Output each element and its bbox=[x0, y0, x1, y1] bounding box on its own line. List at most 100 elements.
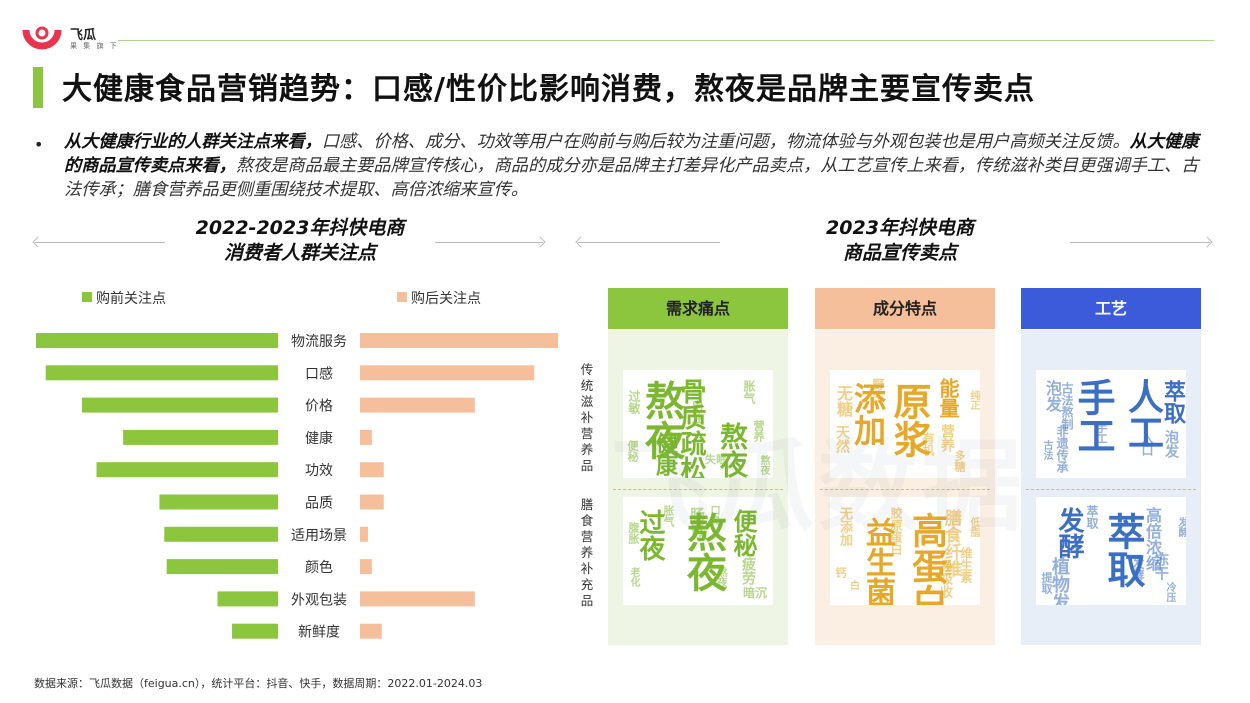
header-divider bbox=[118, 40, 1214, 41]
legend-swatch-pre bbox=[82, 292, 92, 302]
category-label-8: 颜色 bbox=[305, 559, 333, 576]
right-title-line-1: 2023年抖快电商 bbox=[826, 217, 974, 239]
bar-post-3 bbox=[360, 397, 475, 413]
word-cloud-term: 萃取 bbox=[1160, 380, 1185, 424]
category-label-3: 价格 bbox=[305, 399, 333, 415]
word-cloud-term: 纯正 bbox=[968, 390, 979, 410]
bar-post-5 bbox=[360, 462, 384, 478]
bar-pre-2 bbox=[45, 365, 279, 381]
right-arrow-line bbox=[435, 242, 543, 243]
word-cloud-term: 肠胃 bbox=[688, 507, 706, 537]
word-cloud-term: 健康 bbox=[652, 432, 677, 476]
row-divider bbox=[1026, 489, 1196, 490]
word-cloud-term: 熬夜 bbox=[715, 567, 726, 587]
word-cloud-term: 营养 bbox=[939, 424, 955, 452]
bar-pre-3 bbox=[81, 397, 278, 413]
category-label-5: 功效 bbox=[305, 463, 333, 479]
row-label-dietary: 膳食营养补充品 bbox=[580, 497, 594, 608]
word-cloud-term: 过夜 bbox=[635, 509, 665, 561]
word-cloud-term: 骨质疏松 bbox=[676, 378, 706, 478]
right-section-left-arrow bbox=[578, 242, 720, 243]
word-cloud-4: 熬夜 过夜 便秘 肠胃 疲劳 暗沉 腹胀 胀气 口臭 老化 熬夜 bbox=[623, 497, 773, 605]
category-label-1: 物流服务 bbox=[291, 334, 347, 350]
bar-pre-4 bbox=[123, 429, 279, 445]
bullet-icon: • bbox=[34, 135, 44, 154]
bar-post-8 bbox=[360, 559, 372, 575]
summary-text-2: 熬夜是商品最主要品牌宣传核心，商品的成分亦是品牌主打差异化产品卖点，从工艺宣传上… bbox=[64, 156, 1199, 200]
word-cloud-term: 泡发 bbox=[1043, 380, 1062, 412]
bar-post-2 bbox=[360, 365, 535, 381]
bar-post-10 bbox=[360, 623, 382, 639]
word-cloud-term: 疲劳 bbox=[740, 557, 756, 585]
word-cloud-term: 手工 bbox=[1071, 378, 1115, 454]
right-section-title: 2023年抖快电商 商品宣传卖点 bbox=[760, 216, 1040, 266]
word-cloud-term: 发酵 bbox=[1054, 507, 1084, 559]
word-cloud-5: 高蛋白 益生菌 膳食纤维 无添加 易吸收 胶原蛋白 维生素钙 低脂白 bbox=[830, 497, 980, 605]
left-title-line-2: 消费者人群关注点 bbox=[223, 242, 376, 264]
word-cloud-term: 多糖 bbox=[953, 450, 966, 472]
word-cloud-term: 添加 bbox=[849, 382, 887, 446]
category-label-2: 口感 bbox=[305, 365, 333, 382]
row-label-traditional: 传统滋补营养品 bbox=[580, 362, 594, 473]
word-cloud-term: 营养 bbox=[752, 420, 765, 442]
word-cloud-term: 发酵 bbox=[1131, 557, 1145, 581]
category-label-4: 健康 bbox=[305, 430, 333, 447]
word-cloud-term: 熬夜 bbox=[680, 512, 726, 592]
word-cloud-term: 便秘 bbox=[729, 509, 757, 557]
brand-tagline: 果 集 旗 下 bbox=[70, 42, 119, 50]
word-cloud-term: 老化 bbox=[628, 567, 639, 587]
word-cloud-term: 胶原蛋白 bbox=[889, 507, 903, 555]
category-label-9: 外观包装 bbox=[291, 592, 347, 608]
word-cloud-term: 萃取 bbox=[1085, 505, 1099, 529]
bar-post-9 bbox=[360, 591, 475, 607]
word-cloud-term: 高蛋白 bbox=[906, 512, 947, 605]
row-divider bbox=[820, 489, 990, 490]
bar-pre-6 bbox=[159, 494, 278, 510]
brand-name: 飞瓜 bbox=[70, 28, 97, 43]
word-cloud-term: 熬夜 bbox=[758, 455, 769, 475]
word-cloud-term: 天然 bbox=[834, 425, 850, 453]
watermark: 飞瓜数据 bbox=[610, 428, 1026, 545]
left-arrow-line bbox=[35, 242, 165, 243]
column-header-1: 需求痛点 bbox=[608, 288, 788, 329]
word-cloud-term: 高倍浓缩 bbox=[1143, 507, 1162, 571]
word-cloud-term: 熬夜 bbox=[638, 380, 684, 460]
bar-pre-7 bbox=[164, 526, 278, 542]
word-cloud-term: 植物发酵 bbox=[1049, 557, 1070, 605]
left-title-line-1: 2022-2023年抖快电商 bbox=[195, 217, 405, 239]
word-cloud-term: 过敏 bbox=[627, 390, 641, 414]
word-cloud-term: 手工 bbox=[1095, 422, 1108, 444]
word-cloud-term: 萃取 bbox=[1101, 512, 1145, 588]
category-label-7: 适用场景 bbox=[291, 528, 347, 544]
word-cloud-term: 入口 bbox=[1140, 432, 1154, 456]
legend-label-pre: 购前关注点 bbox=[96, 291, 166, 307]
bar-pre-9 bbox=[217, 591, 278, 607]
word-cloud-term: 胀气 bbox=[742, 380, 756, 404]
word-cloud-term: 失眠 bbox=[705, 453, 727, 466]
category-label-6: 品质 bbox=[305, 496, 333, 512]
bar-post-1 bbox=[360, 333, 558, 348]
summary-paragraph: 从大健康行业的人群关注点来看，口感、价格、成分、功效等用户在购前与购后较为注重问… bbox=[64, 130, 1204, 202]
word-cloud-term: 口臭 bbox=[708, 505, 719, 525]
bar-post-7 bbox=[360, 526, 368, 542]
word-cloud-term: 野生 bbox=[871, 378, 885, 402]
word-cloud-term: 益生菌 bbox=[860, 517, 895, 605]
word-cloud-term: 易吸收 bbox=[937, 559, 952, 598]
word-cloud-term: 冻干 bbox=[1153, 552, 1169, 580]
row-divider bbox=[613, 489, 783, 490]
word-cloud-term: 发酵 bbox=[1176, 517, 1186, 537]
bar-pre-5 bbox=[96, 462, 278, 478]
word-cloud-term: 便秘 bbox=[626, 440, 639, 462]
word-cloud-term: 提取 bbox=[1040, 572, 1053, 594]
word-cloud-term: 腹胀 bbox=[627, 522, 640, 544]
word-cloud-term: 维生素 bbox=[959, 547, 973, 583]
right-section-right-arrow bbox=[1070, 242, 1210, 243]
word-cloud-term: 熬夜肌 bbox=[716, 422, 749, 478]
word-cloud-6: 萃取 发酵 植物发酵 高倍浓缩 冻干 萃取 发酵 提取 冷压 发酵 bbox=[1036, 497, 1186, 605]
legend-swatch-post bbox=[397, 292, 407, 302]
word-cloud-term: 胀气 bbox=[662, 505, 675, 527]
summary-lead-1: 从大健康行业的人群关注点来看， bbox=[64, 132, 322, 152]
column-header-2: 成分特点 bbox=[815, 288, 995, 329]
word-cloud-1: 熬夜 骨质疏松 健康 过敏 胀气 熬夜肌 出油 营养 失眠 便秘 熬夜 bbox=[623, 370, 773, 478]
